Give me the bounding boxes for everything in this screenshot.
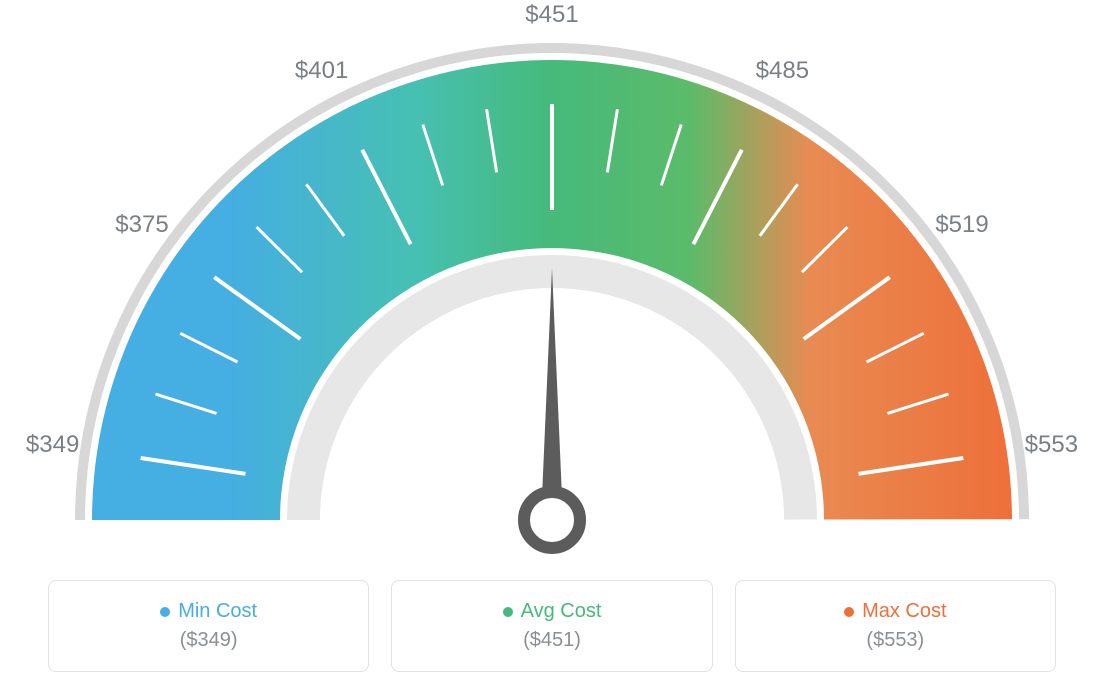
gauge-chart: $349 $375 $401 $451 $485 $519 $553 bbox=[0, 0, 1104, 560]
gauge-tick-label: $519 bbox=[935, 211, 988, 239]
legend-card-avg: Avg Cost ($451) bbox=[391, 580, 712, 672]
legend-top-avg: Avg Cost bbox=[503, 600, 602, 623]
gauge-svg bbox=[0, 0, 1104, 560]
gauge-tick-label: $375 bbox=[115, 211, 168, 239]
legend-row: Min Cost ($349) Avg Cost ($451) Max Cost… bbox=[0, 580, 1104, 690]
legend-top-max: Max Cost bbox=[844, 600, 946, 623]
gauge-tick-label: $349 bbox=[26, 431, 79, 459]
gauge-tick-label: $485 bbox=[756, 57, 809, 85]
legend-card-min: Min Cost ($349) bbox=[48, 580, 369, 672]
legend-card-max: Max Cost ($553) bbox=[735, 580, 1056, 672]
gauge-tick-label: $451 bbox=[525, 1, 578, 29]
dot-min bbox=[160, 607, 170, 617]
legend-value-max: ($553) bbox=[866, 629, 924, 652]
gauge-tick-label: $401 bbox=[295, 57, 348, 85]
legend-label-max: Max Cost bbox=[862, 600, 946, 623]
gauge-tick-label: $553 bbox=[1025, 431, 1078, 459]
legend-top-min: Min Cost bbox=[160, 600, 257, 623]
legend-label-min: Min Cost bbox=[178, 600, 257, 623]
dot-max bbox=[844, 607, 854, 617]
legend-value-avg: ($451) bbox=[523, 629, 581, 652]
dot-avg bbox=[503, 607, 513, 617]
legend-value-min: ($349) bbox=[180, 629, 238, 652]
legend-label-avg: Avg Cost bbox=[521, 600, 602, 623]
